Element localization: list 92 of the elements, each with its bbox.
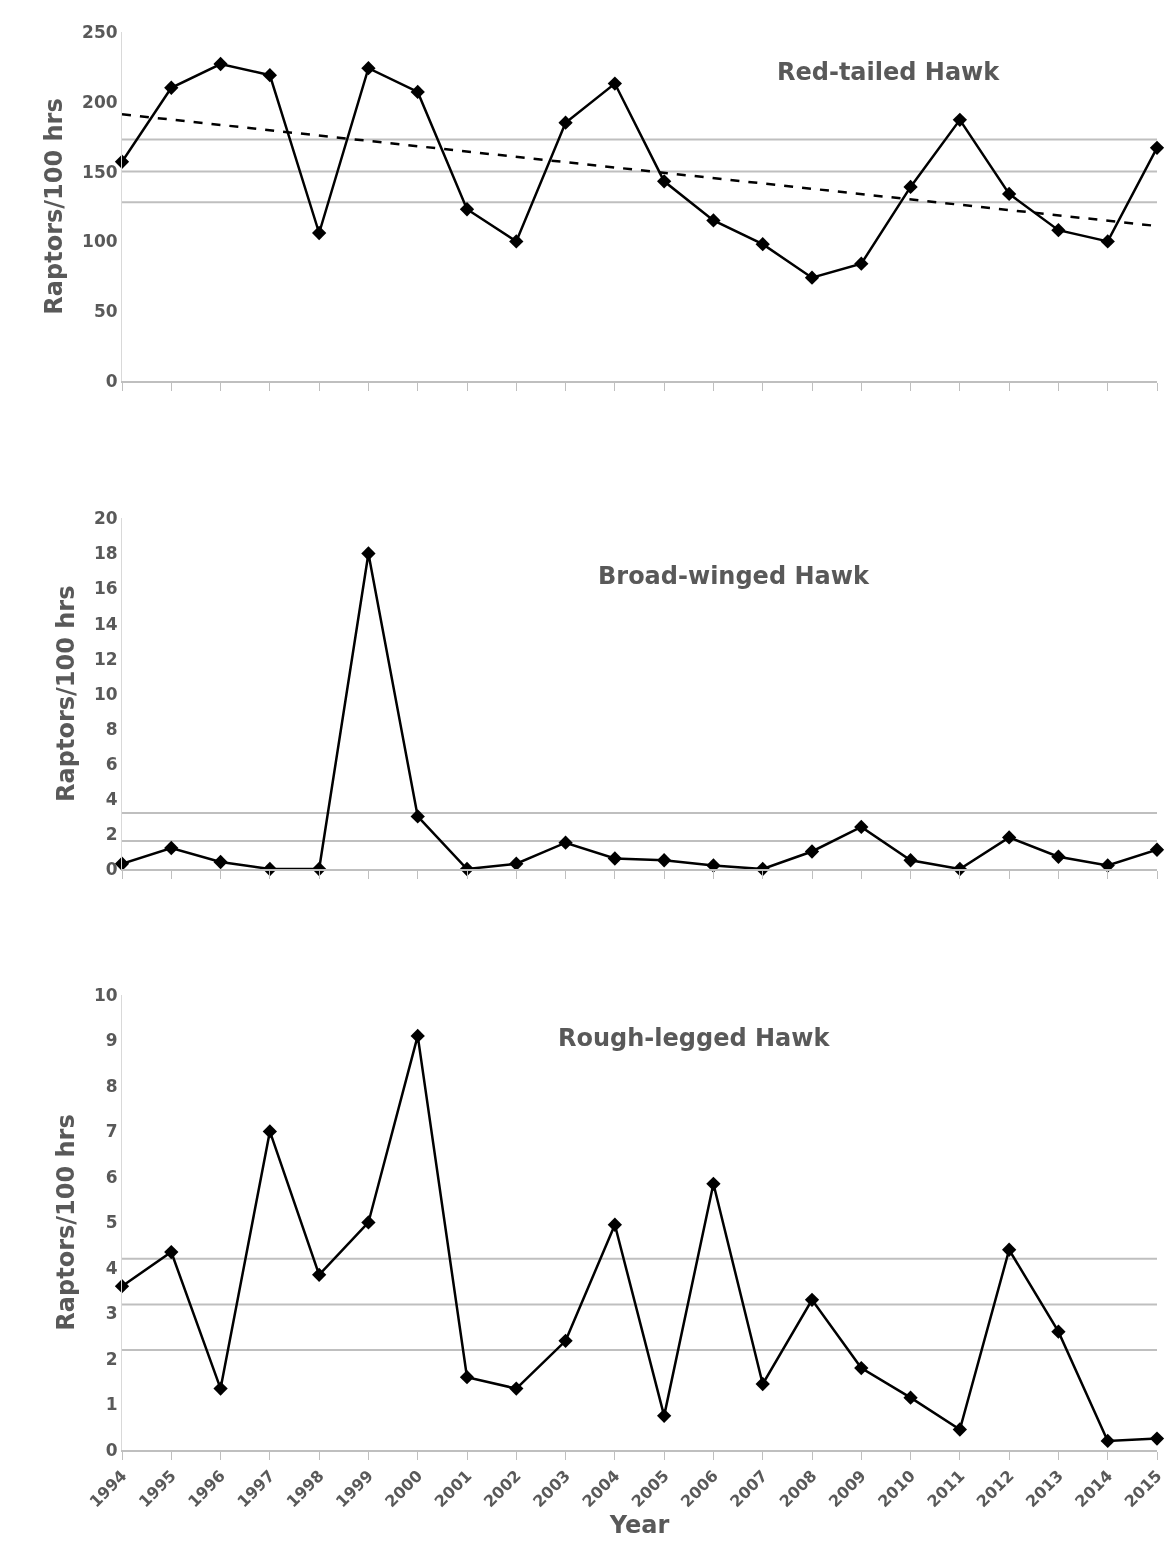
y-tick-label: 50: [93, 301, 118, 322]
point: [410, 809, 425, 824]
y-tick-label: 6: [105, 1166, 118, 1187]
point: [509, 234, 524, 249]
point: [1001, 1242, 1017, 1257]
point: [1001, 186, 1017, 202]
point: [1149, 1431, 1165, 1446]
y-tick-label: 2: [105, 1348, 118, 1369]
point: [1051, 1324, 1066, 1339]
point: [361, 546, 376, 561]
y-tick-label: 8: [105, 718, 118, 739]
y-axis-title: Raptors/100 hrs: [52, 1114, 81, 1331]
point: [164, 1244, 179, 1260]
point: [706, 858, 721, 873]
y-tick-label: 0: [105, 858, 118, 879]
point: [410, 1028, 425, 1044]
point: [262, 1124, 278, 1139]
point: [903, 853, 918, 868]
point: [656, 853, 672, 868]
y-tick-label: 20: [93, 508, 118, 529]
point: [1051, 849, 1066, 864]
y-tick-label: 2: [105, 823, 118, 844]
point: [804, 270, 820, 285]
point: [311, 225, 327, 241]
y-tick-label: 250: [82, 21, 118, 42]
point: [804, 1292, 820, 1307]
point: [755, 237, 770, 252]
y-tick-label: 4: [105, 788, 118, 809]
y-axis-title: Raptors/100 hrs: [40, 98, 69, 315]
y-tick-label: 12: [93, 648, 118, 669]
y-tick-label: 150: [82, 161, 118, 182]
y-tick-label: 18: [93, 543, 118, 564]
y-tick-label: 1: [105, 1394, 118, 1415]
text: Red-tailed Hawk: [777, 58, 1001, 86]
y-tick-label: 10: [93, 984, 118, 1005]
point: [607, 851, 623, 866]
y-tick-label: 0: [105, 1439, 118, 1460]
y-tick-label: 10: [93, 683, 118, 704]
point: [1001, 830, 1017, 845]
point: [952, 112, 968, 128]
point: [213, 854, 228, 870]
point: [755, 1376, 770, 1392]
point: [213, 1381, 228, 1396]
point: [213, 56, 228, 72]
point: [361, 1215, 376, 1230]
point: [509, 856, 524, 871]
point: [656, 1408, 672, 1424]
point: [164, 80, 179, 95]
point: [558, 115, 573, 130]
y-tick-label: 0: [105, 370, 118, 391]
text: Rough-legged Hawk: [558, 1024, 831, 1052]
y-tick-label: 14: [93, 613, 118, 634]
y-tick-label: 9: [105, 1030, 118, 1051]
point: [558, 1333, 573, 1348]
y-tick-label: 16: [93, 578, 118, 599]
point: [607, 1217, 623, 1232]
point: [459, 202, 475, 217]
x-axis-title: Year: [608, 1511, 670, 1540]
point: [656, 174, 672, 189]
point: [903, 1390, 918, 1405]
point: [1100, 1433, 1115, 1449]
point: [1100, 234, 1115, 249]
point: [361, 61, 376, 76]
y-tick-label: 200: [82, 91, 118, 112]
point: [706, 213, 721, 228]
y-tick-label: 5: [105, 1212, 118, 1233]
point: [262, 68, 278, 83]
point: [509, 1381, 524, 1396]
point: [311, 1267, 327, 1282]
point: [1149, 140, 1165, 155]
point: [854, 819, 869, 835]
point: [952, 1422, 968, 1437]
point: [903, 179, 918, 195]
point: [410, 84, 425, 100]
point: [607, 76, 623, 91]
y-tick-label: 7: [105, 1121, 118, 1142]
point: [459, 1370, 475, 1385]
y-tick-label: 8: [105, 1075, 118, 1096]
point: [804, 844, 820, 859]
point: [1051, 223, 1066, 238]
point: [854, 1360, 869, 1376]
point: [1149, 842, 1165, 857]
point: [164, 840, 179, 856]
y-tick-label: 100: [82, 231, 118, 252]
point: [706, 1176, 721, 1191]
point: [854, 256, 869, 271]
y-axis-title: Raptors/100 hrs: [52, 585, 81, 802]
point: [558, 835, 573, 850]
text: Broad-winged Hawk: [598, 562, 870, 590]
y-tick-label: 3: [105, 1303, 118, 1324]
y-tick-label: 4: [105, 1257, 118, 1278]
y-tick-label: 6: [105, 753, 118, 774]
